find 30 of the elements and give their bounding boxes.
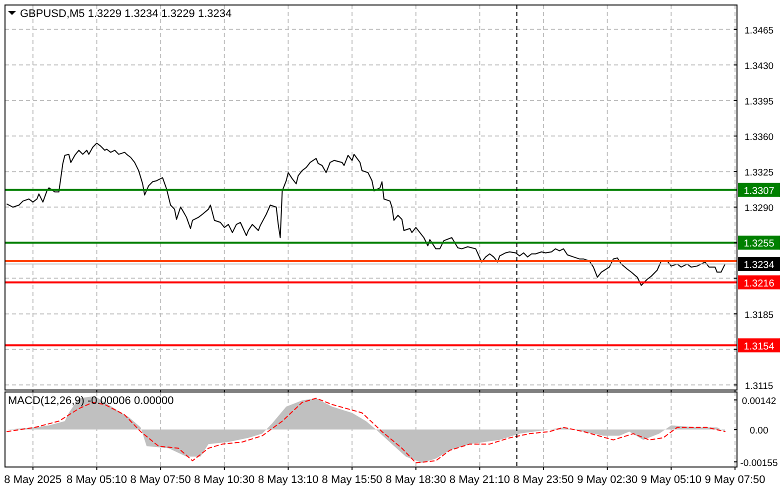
y-tick-label: 1.3465: [744, 25, 774, 36]
y-tick-label: 1.3395: [744, 96, 774, 108]
x-tick-label: 8 May 2025: [4, 474, 62, 486]
x-tick-label: 8 May 13:10: [258, 474, 318, 486]
x-tick-label: 9 May 02:30: [577, 474, 638, 486]
ref-line-label: 1.3255: [744, 238, 775, 250]
x-tick-label: 8 May 07:50: [130, 474, 191, 486]
chart-title: GBPUSD,M5 1.3229 1.3234 1.3229 1.3234: [20, 8, 232, 20]
x-tick-label: 8 May 18:30: [386, 474, 446, 486]
y-tick-label: -0.00155: [740, 458, 778, 469]
x-tick-label: 8 May 23:50: [513, 474, 574, 486]
x-tick-label: 9 May 05:10: [640, 474, 702, 486]
y-tick-label: 1.3325: [744, 168, 774, 179]
ref-line-label: 1.3216: [744, 278, 775, 290]
y-tick-label: 1.3430: [744, 60, 774, 72]
chart-title: MACD(12,26,9) -0.00006 0.00000: [8, 395, 174, 407]
ref-line-label: 1.3234: [744, 260, 775, 272]
y-tick-label: 0.00142: [742, 396, 776, 407]
x-tick-label: 9 May 07:50: [704, 474, 766, 486]
y-tick-label: 1.3290: [744, 203, 774, 214]
x-tick-label: 8 May 21:10: [449, 474, 510, 486]
ref-line-label: 1.3154: [744, 341, 775, 352]
ref-line-label: 1.3307: [744, 186, 775, 197]
y-tick-label: 0.00: [750, 426, 768, 436]
y-tick-label: 1.3115: [744, 380, 774, 392]
y-tick-label: 1.3360: [744, 132, 774, 144]
x-tick-label: 8 May 10:30: [194, 474, 255, 486]
y-tick-label: 1.3185: [744, 310, 774, 321]
x-tick-label: 8 May 05:10: [66, 474, 128, 486]
x-tick-label: 8 May 15:50: [322, 474, 382, 486]
